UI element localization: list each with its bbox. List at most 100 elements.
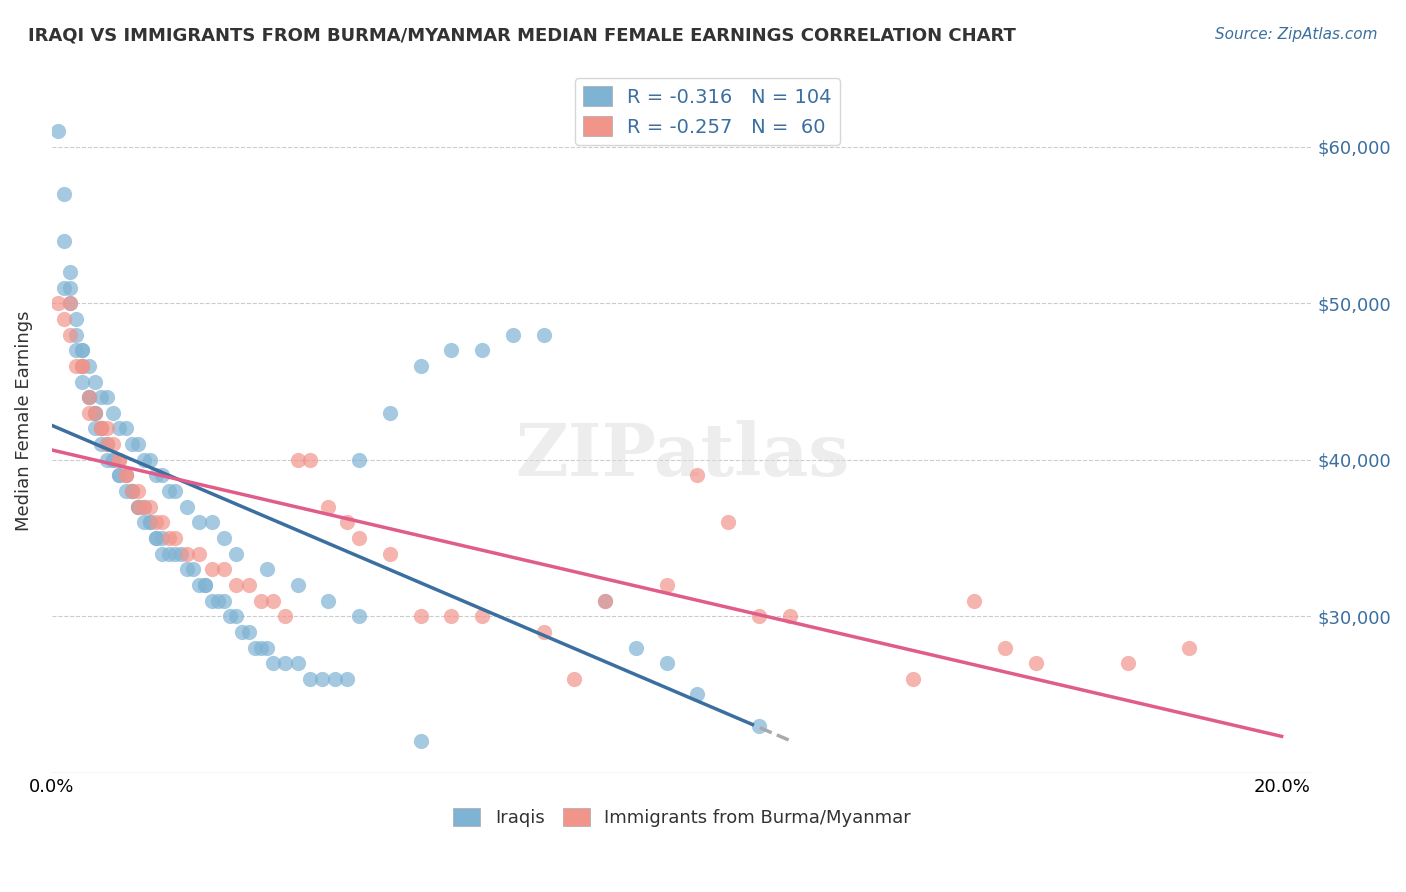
Point	[127, 500, 149, 514]
Point	[96, 421, 118, 435]
Point	[440, 609, 463, 624]
Point	[145, 531, 167, 545]
Point	[262, 656, 284, 670]
Point	[409, 734, 432, 748]
Point	[256, 562, 278, 576]
Point	[103, 406, 125, 420]
Point	[114, 468, 136, 483]
Point	[287, 578, 309, 592]
Point	[127, 437, 149, 451]
Point	[262, 593, 284, 607]
Point	[212, 593, 235, 607]
Point	[96, 437, 118, 451]
Point	[409, 359, 432, 373]
Point	[139, 452, 162, 467]
Point	[564, 672, 586, 686]
Point	[83, 421, 105, 435]
Point	[65, 359, 87, 373]
Point	[114, 421, 136, 435]
Point	[243, 640, 266, 655]
Point	[471, 609, 494, 624]
Point	[323, 672, 346, 686]
Point	[176, 500, 198, 514]
Point	[90, 437, 112, 451]
Point	[145, 516, 167, 530]
Point	[655, 578, 678, 592]
Point	[188, 547, 211, 561]
Point	[963, 593, 986, 607]
Point	[318, 593, 340, 607]
Point	[212, 562, 235, 576]
Point	[132, 500, 155, 514]
Point	[145, 531, 167, 545]
Point	[176, 547, 198, 561]
Point	[132, 516, 155, 530]
Point	[108, 452, 131, 467]
Point	[114, 484, 136, 499]
Point	[212, 531, 235, 545]
Point	[53, 234, 76, 248]
Point	[139, 516, 162, 530]
Point	[748, 609, 770, 624]
Point	[194, 578, 217, 592]
Point	[65, 327, 87, 342]
Point	[336, 516, 359, 530]
Point	[170, 547, 193, 561]
Point	[152, 547, 174, 561]
Point	[188, 578, 211, 592]
Point	[53, 312, 76, 326]
Point	[121, 437, 143, 451]
Point	[779, 609, 801, 624]
Point	[90, 421, 112, 435]
Point	[108, 468, 131, 483]
Point	[502, 327, 524, 342]
Point	[127, 500, 149, 514]
Point	[72, 343, 94, 358]
Point	[96, 390, 118, 404]
Point	[409, 609, 432, 624]
Point	[83, 375, 105, 389]
Point	[225, 547, 247, 561]
Point	[77, 406, 100, 420]
Point	[72, 359, 94, 373]
Point	[72, 359, 94, 373]
Point	[225, 578, 247, 592]
Point	[96, 437, 118, 451]
Point	[152, 531, 174, 545]
Point	[994, 640, 1017, 655]
Point	[46, 124, 69, 138]
Point	[59, 327, 82, 342]
Point	[90, 421, 112, 435]
Point	[53, 186, 76, 201]
Point	[108, 421, 131, 435]
Point	[72, 359, 94, 373]
Point	[287, 452, 309, 467]
Point	[1116, 656, 1139, 670]
Point	[65, 343, 87, 358]
Point	[145, 468, 167, 483]
Point	[90, 421, 112, 435]
Point	[624, 640, 647, 655]
Point	[219, 609, 242, 624]
Point	[176, 562, 198, 576]
Point	[132, 500, 155, 514]
Point	[157, 531, 180, 545]
Point	[103, 452, 125, 467]
Text: ZIPatlas: ZIPatlas	[515, 420, 849, 491]
Point	[72, 375, 94, 389]
Point	[121, 484, 143, 499]
Point	[59, 280, 82, 294]
Point	[188, 516, 211, 530]
Point	[46, 296, 69, 310]
Point	[225, 609, 247, 624]
Point	[59, 265, 82, 279]
Point	[378, 406, 401, 420]
Point	[163, 531, 186, 545]
Point	[90, 421, 112, 435]
Point	[299, 452, 322, 467]
Point	[152, 468, 174, 483]
Point	[103, 437, 125, 451]
Point	[108, 452, 131, 467]
Point	[655, 656, 678, 670]
Point	[157, 484, 180, 499]
